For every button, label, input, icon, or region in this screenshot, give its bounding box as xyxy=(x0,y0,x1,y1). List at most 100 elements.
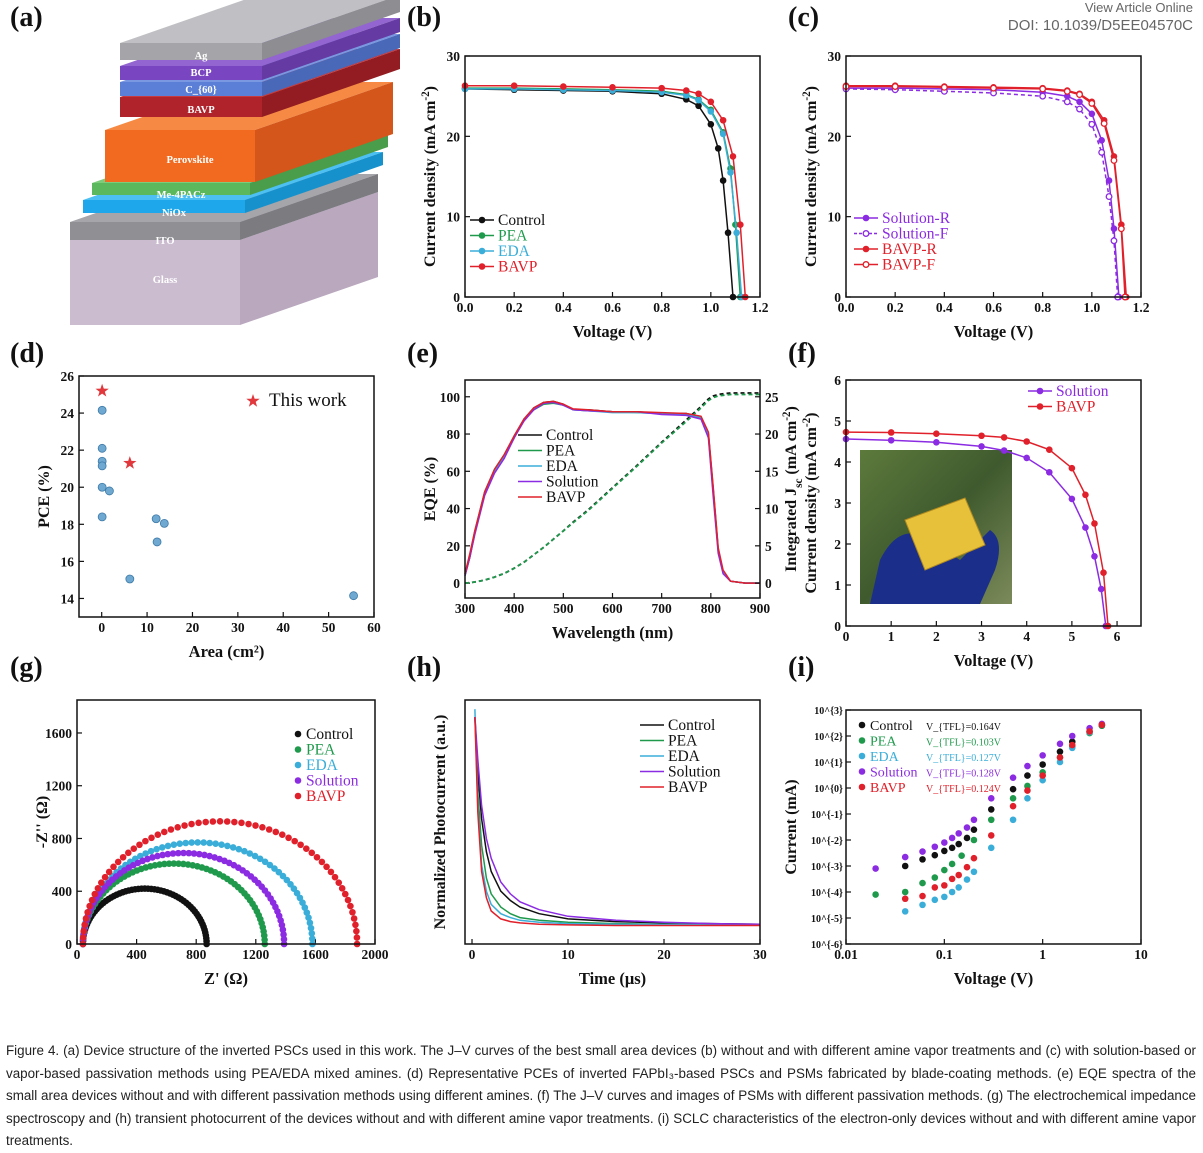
y-axis-label: Current density (mA cm-2) xyxy=(420,86,439,267)
data-point xyxy=(737,221,744,228)
layer-label: C_{60} xyxy=(185,85,217,96)
data-point xyxy=(235,845,243,853)
x-tick-label: 0.01 xyxy=(834,947,858,962)
view-article-online-link[interactable]: View Article Online xyxy=(1084,0,1193,15)
series-line-bavp xyxy=(464,400,760,584)
y2-tick-label: 25 xyxy=(765,390,779,405)
x-tick-label: 20 xyxy=(186,620,200,635)
data-point xyxy=(695,102,702,110)
y-tick-label: 6 xyxy=(834,373,841,388)
panel-label-e: (e) xyxy=(407,338,439,369)
x-tick-label: 3 xyxy=(978,629,985,644)
data-point xyxy=(940,83,948,91)
y-tick-label: 0 xyxy=(834,290,841,305)
data-point xyxy=(308,935,316,942)
data-point xyxy=(963,876,971,883)
plot-frame xyxy=(845,709,1142,945)
data-point xyxy=(347,902,354,910)
y-axis-label: -Z'' (Ω) xyxy=(34,796,51,848)
panel-label-h: (h) xyxy=(407,652,442,683)
legend-marker xyxy=(1036,387,1044,395)
data-point xyxy=(165,860,173,867)
data-point xyxy=(1100,569,1107,576)
y-tick-label: 10^{-4} xyxy=(811,888,843,899)
layer-side-face xyxy=(255,82,393,182)
data-point xyxy=(941,839,948,846)
data-point xyxy=(990,84,997,92)
data-point xyxy=(719,177,727,184)
plot-area xyxy=(79,818,361,948)
data-point xyxy=(188,839,195,846)
x-axis-label: Voltage (V) xyxy=(954,651,1034,670)
data-point xyxy=(200,839,207,846)
y2-tick-label: 10 xyxy=(765,502,779,517)
y-tick-label: 10^{2} xyxy=(814,732,843,743)
data-point xyxy=(142,850,149,857)
data-point xyxy=(327,868,335,876)
y-tick-label: 2 xyxy=(834,537,841,552)
legend-label: Solution-R xyxy=(882,210,951,227)
legend-label: Control xyxy=(668,717,715,734)
data-point xyxy=(941,866,948,874)
data-point xyxy=(170,841,178,848)
x-tick-label: 0.2 xyxy=(887,300,904,315)
legend-marker xyxy=(862,230,870,237)
data-point xyxy=(609,84,616,91)
x-tick-label: 20 xyxy=(657,947,671,962)
data-point xyxy=(299,899,306,906)
y-tick-label: 30 xyxy=(447,49,461,64)
data-point xyxy=(919,879,926,887)
chart-panel-h: 0 10 20 30 Time (μs) Normalized Photocurrent … xyxy=(432,699,767,988)
data-point xyxy=(195,850,203,858)
data-point xyxy=(181,822,188,829)
series-line-solution xyxy=(464,401,760,584)
x-tick-label: 0.8 xyxy=(1034,300,1051,315)
data-point xyxy=(202,818,210,826)
data-point xyxy=(1023,438,1031,445)
panel-label-b: (b) xyxy=(407,2,442,33)
y2-tick-label: 20 xyxy=(765,427,779,442)
y-tick-label: 60 xyxy=(447,464,461,479)
vtfl-annotation: V_{TFL}=0.164V xyxy=(926,722,1002,733)
x-tick-label: 40 xyxy=(276,620,290,635)
legend-label: PEA xyxy=(306,742,336,759)
y-tick-label: 10^{3} xyxy=(814,706,843,717)
legend-label: Control xyxy=(498,212,545,229)
data-point xyxy=(91,890,99,898)
data-point xyxy=(86,902,93,910)
data-point xyxy=(341,890,349,898)
layer-side-face xyxy=(240,192,378,325)
data-point xyxy=(948,860,956,868)
y-tick-label: 20 xyxy=(61,480,75,495)
data-point xyxy=(1000,434,1008,441)
device-structure-diagram: Glass ITO NiOx Me-4PACz Perovskite BAVP C_{60}… xyxy=(70,0,400,325)
panel-label-d: (d) xyxy=(10,338,45,369)
y-tick-label: 1600 xyxy=(45,726,72,741)
data-point xyxy=(338,885,346,892)
data-point xyxy=(1023,454,1031,462)
panel-label-g: (g) xyxy=(10,652,43,683)
legend-label: BAVP xyxy=(306,788,345,805)
data-point xyxy=(1068,464,1076,472)
series-line-control xyxy=(474,717,761,925)
legend-marker xyxy=(862,214,870,222)
y-tick-label: 5 xyxy=(834,414,841,429)
plot-area xyxy=(842,82,1130,301)
legend-label: BAVP xyxy=(498,259,537,276)
legend-marker xyxy=(858,783,866,791)
data-point xyxy=(1110,156,1118,164)
series-line-solution-r xyxy=(846,87,1120,298)
legend-label: Control xyxy=(546,427,593,444)
plot-frame xyxy=(464,55,761,298)
vtfl-annotation: V_{TFL}=0.127V xyxy=(926,753,1002,764)
legend-marker xyxy=(294,730,302,738)
y-tick-label: 10^{0} xyxy=(814,784,843,795)
legend-marker xyxy=(858,752,866,760)
data-point xyxy=(98,879,105,886)
data-point xyxy=(1056,748,1064,755)
data-point xyxy=(82,915,90,922)
data-point xyxy=(1082,491,1089,499)
layer-front-face xyxy=(92,183,250,195)
data-point xyxy=(970,868,978,876)
data-point xyxy=(206,852,213,860)
